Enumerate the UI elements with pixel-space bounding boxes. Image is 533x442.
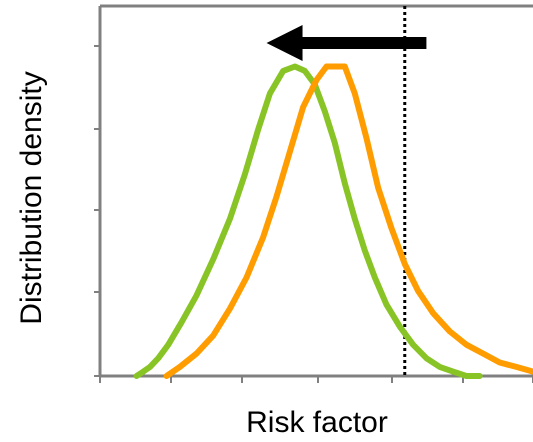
plot-area: [94, 4, 533, 383]
shift-arrow-head: [266, 25, 303, 61]
shifted-distribution-curve: [133, 63, 483, 379]
y-axis-label: Distribution density: [15, 71, 48, 324]
x-axis-label: Risk factor: [246, 406, 388, 439]
original-distribution-curve: [163, 63, 533, 379]
